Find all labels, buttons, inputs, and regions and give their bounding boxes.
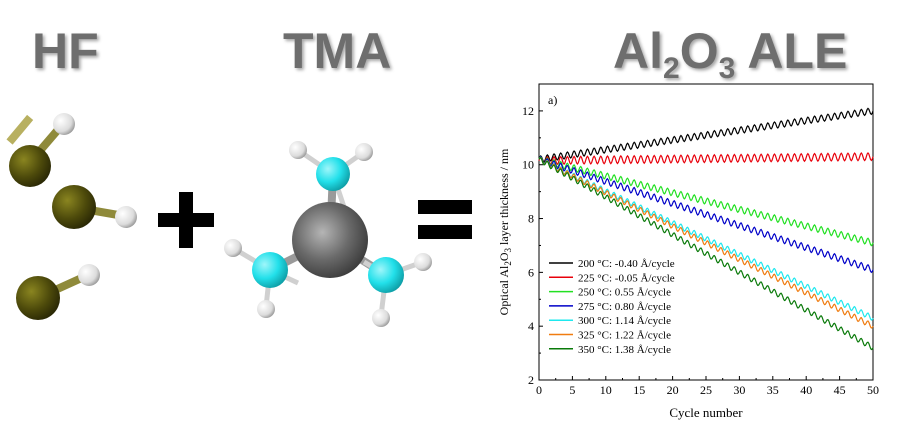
tma-heading: TMA [283, 23, 392, 79]
hf-molecule-1 [6, 113, 75, 187]
y-tick-label: 4 [528, 319, 534, 333]
legend-entry: 225 °C: -0.05 Å/cycle [578, 272, 675, 284]
x-tick-label: 35 [767, 383, 779, 397]
x-tick-label: 30 [733, 383, 745, 397]
x-axis-label: Cycle number [669, 405, 743, 420]
legend-entry: 275 °C: 0.80 Å/cycle [578, 301, 671, 313]
y-tick-label: 2 [528, 373, 534, 387]
legend-entry: 350 °C: 1.38 Å/cycle [578, 344, 671, 356]
x-tick-label: 5 [569, 383, 575, 397]
al2o3-ale-heading: Al2O3 ALE [613, 23, 848, 85]
thickness-chart: 0 5 10 15 20 25 30 35 40 45 50 2 4 6 8 10 12 200 °C: -0.… [497, 83, 879, 420]
legend-entry: 200 °C: -0.40 Å/cycle [578, 258, 675, 270]
series-line-3 [538, 155, 874, 274]
legend-entry: 300 °C: 1.14 Å/cycle [578, 315, 671, 327]
x-tick-label: 40 [800, 383, 812, 397]
x-tick-label: 50 [867, 383, 879, 397]
equals-sign [418, 200, 472, 239]
y-tick-label: 12 [522, 104, 534, 118]
legend-entry: 325 °C: 1.22 Å/cycle [578, 330, 671, 342]
y-tick-label: 10 [522, 158, 534, 172]
x-tick-label: 25 [700, 383, 712, 397]
x-tick-label: 10 [600, 383, 612, 397]
x-tick-label: 0 [536, 383, 542, 397]
y-tick-label: 6 [528, 265, 534, 279]
x-tick-label: 45 [834, 383, 846, 397]
series-line-2 [538, 155, 874, 247]
hf-heading: HF [32, 23, 99, 79]
tma-molecule [224, 141, 432, 327]
hf-molecule-3 [16, 264, 100, 320]
series-line-0 [538, 107, 874, 163]
x-tick-label: 15 [633, 383, 645, 397]
series-line-6 [538, 156, 874, 351]
y-tick-label: 8 [528, 212, 534, 226]
series-line-4 [538, 156, 874, 321]
panel-label: a) [548, 93, 557, 107]
series-line-1 [538, 151, 874, 166]
y-axis-label: Optical Al2O3 layer thickness / nm [497, 148, 513, 315]
x-tick-label: 20 [667, 383, 679, 397]
series-line-5 [538, 156, 874, 329]
hf-molecule-2 [52, 185, 137, 229]
legend-entry: 250 °C: 0.55 Å/cycle [578, 287, 671, 299]
plus-sign [158, 192, 214, 248]
